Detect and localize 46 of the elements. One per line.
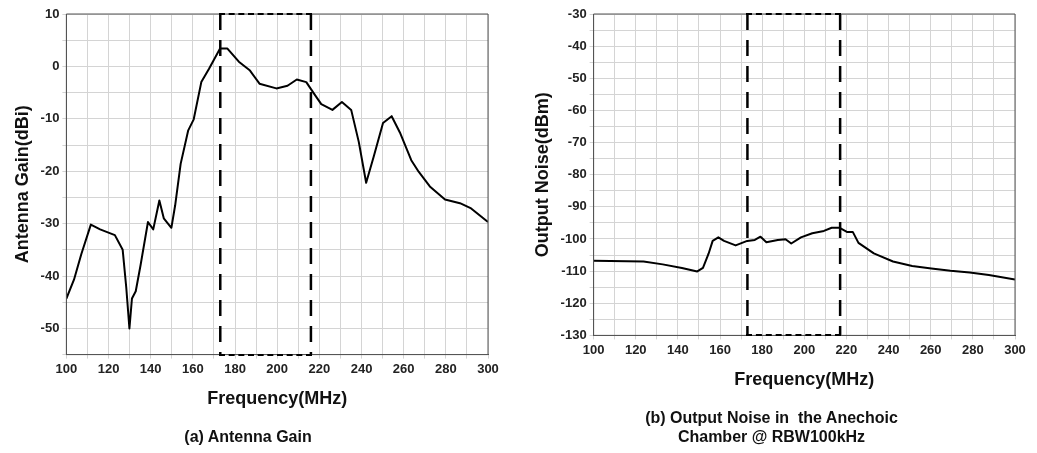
y-tick-label: -20 xyxy=(40,162,60,178)
x-tick-label: 260 xyxy=(919,341,942,357)
x-tick-label: 220 xyxy=(835,341,858,357)
text: (b) Output Noise in the Anechoic Chamber @ RBW100kHz xyxy=(645,408,898,445)
y-tick-label: -30 xyxy=(40,215,60,231)
x-tick-label: 220 xyxy=(308,360,331,376)
y-tick-label: -40 xyxy=(40,267,60,283)
x-tick-label: 240 xyxy=(350,360,373,376)
x-tick-label: 140 xyxy=(667,341,689,357)
x-tick-label: 160 xyxy=(182,360,204,376)
x-tick-label: 280 xyxy=(434,360,457,376)
x-tick-label: 140 xyxy=(139,360,162,376)
y-tick-label: -40 xyxy=(567,37,587,53)
x-tick-label: 260 xyxy=(392,360,415,376)
y-tick-label: -90 xyxy=(567,198,587,214)
x-tick-label: 180 xyxy=(224,360,246,376)
text: (a) Antenna Gain xyxy=(184,427,312,445)
y-axis-title: Output Noise(dBm) xyxy=(531,92,552,258)
y-tick-label: -10 xyxy=(40,110,60,126)
y-tick-label: 0 xyxy=(52,57,60,73)
x-tick-label: 120 xyxy=(97,360,120,376)
y-axis-title: Antenna Gain(dBi) xyxy=(11,105,32,264)
y-tick-label: -30 xyxy=(567,5,587,21)
x-tick-label: 100 xyxy=(55,360,78,376)
y-tick-label: -100 xyxy=(560,230,587,246)
x-tick-label: 240 xyxy=(877,341,900,357)
x-axis-title: Frequency(MHz) xyxy=(207,387,348,408)
x-tick-label: 180 xyxy=(751,341,774,357)
x-tick-label: 200 xyxy=(266,360,289,376)
y-tick-label: -120 xyxy=(560,294,587,310)
y-tick-label: -70 xyxy=(567,134,587,150)
x-tick-label: 300 xyxy=(477,360,499,376)
x-tick-label: 100 xyxy=(582,341,605,357)
y-tick-label: -110 xyxy=(561,262,587,278)
x-axis-title: Frequency(MHz) xyxy=(734,368,875,389)
x-tick-label: 200 xyxy=(793,341,816,357)
x-tick-label: 120 xyxy=(624,341,647,357)
y-tick-label: -50 xyxy=(567,69,587,85)
y-tick-label: -60 xyxy=(567,102,587,117)
x-tick-label: 300 xyxy=(1004,341,1026,357)
y-tick-label: -80 xyxy=(567,166,587,182)
x-tick-label: 160 xyxy=(709,341,731,357)
y-tick-label: -50 xyxy=(40,319,60,335)
y-tick-label: -130 xyxy=(560,326,587,342)
y-tick-label: 10 xyxy=(44,5,60,21)
x-tick-label: 280 xyxy=(962,341,984,357)
